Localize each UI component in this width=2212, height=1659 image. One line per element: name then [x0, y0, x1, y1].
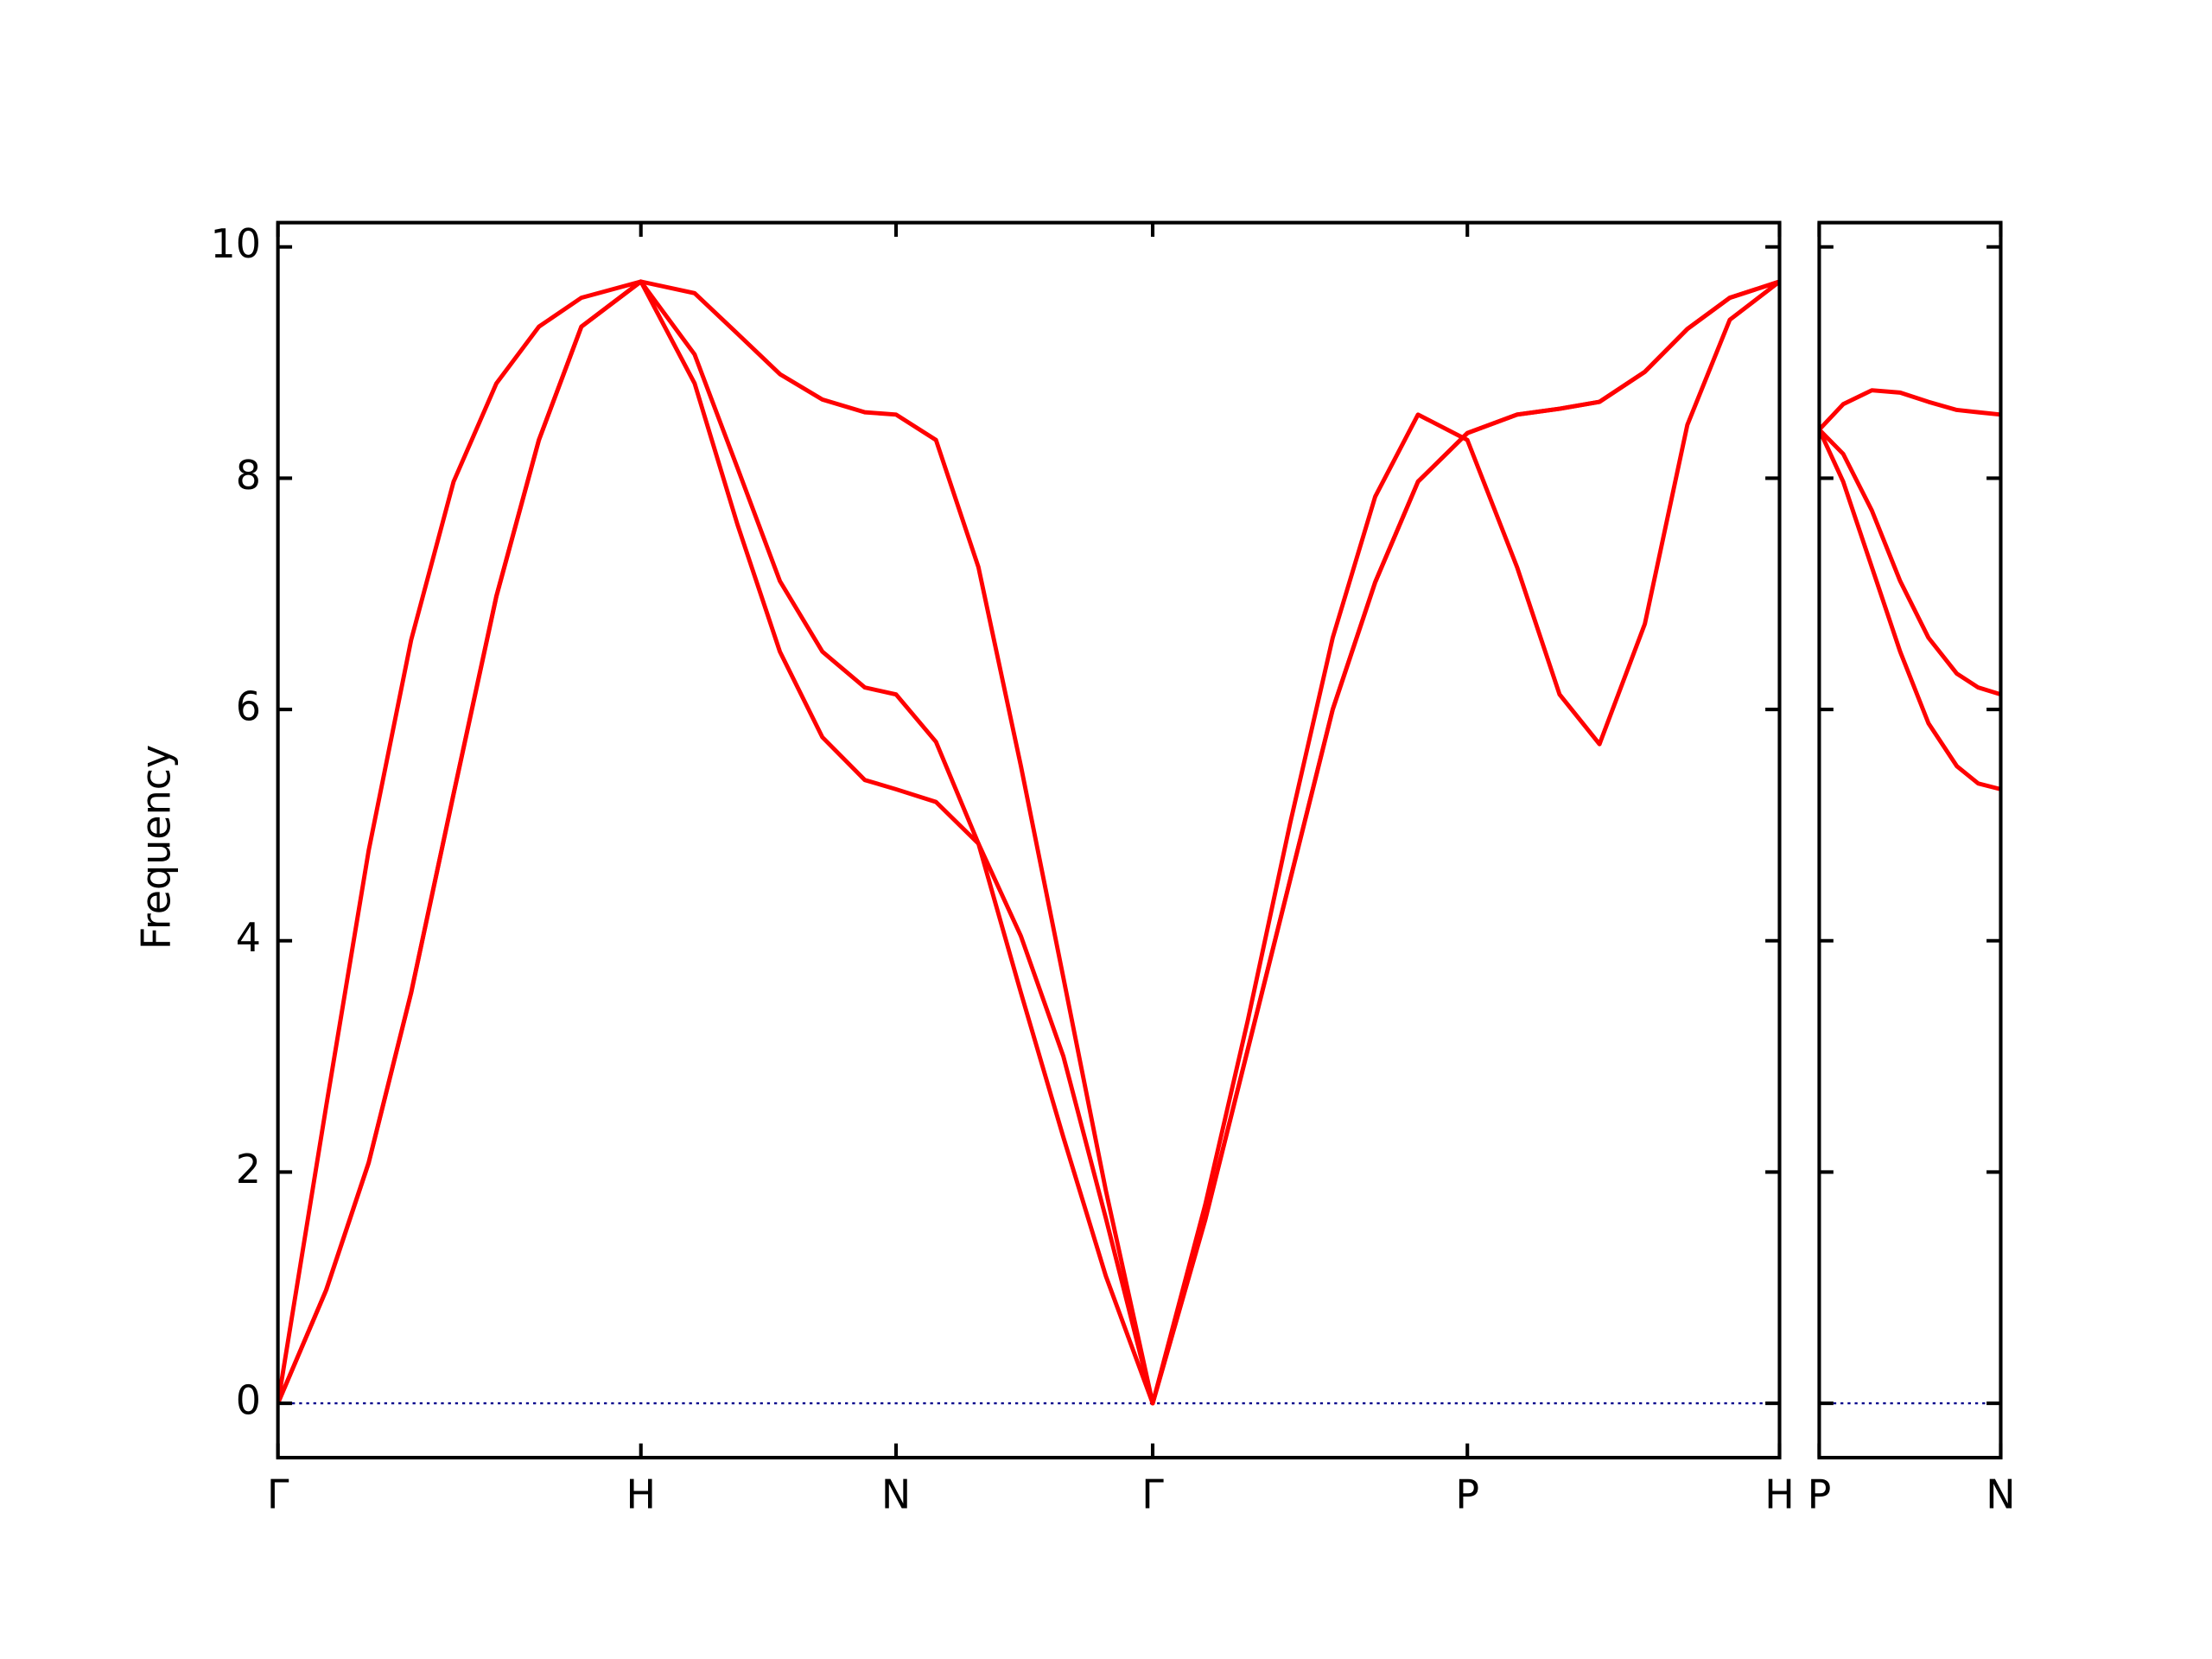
x-tick-label: P	[1455, 1471, 1479, 1517]
x-tick-label: H	[626, 1471, 656, 1517]
x-tick-label: H	[1764, 1471, 1795, 1517]
plot-frame	[276, 220, 1782, 1460]
y-axis-label: Frequency	[132, 745, 179, 950]
band-line	[1819, 428, 2001, 697]
x-tick-label: N	[881, 1471, 911, 1517]
y-tick-label: 6	[236, 683, 261, 730]
x-tick-label: P	[1808, 1471, 1832, 1517]
band-line	[277, 279, 1780, 1406]
y-tick-label: 8	[236, 452, 261, 499]
band-line	[1819, 388, 2001, 431]
x-tick-label: N	[1986, 1471, 2015, 1517]
band-line	[277, 279, 1780, 1406]
y-tick-label: 10	[210, 220, 260, 267]
band-line	[277, 279, 1780, 1406]
y-tick-label: 2	[236, 1146, 261, 1192]
plot-frame	[1817, 220, 2003, 1460]
x-tick-label: Γ	[1141, 1471, 1164, 1517]
band-line	[1819, 429, 2001, 791]
y-tick-label: 4	[236, 914, 261, 961]
x-tick-label: Γ	[267, 1471, 289, 1517]
y-tick-label: 0	[236, 1377, 261, 1424]
